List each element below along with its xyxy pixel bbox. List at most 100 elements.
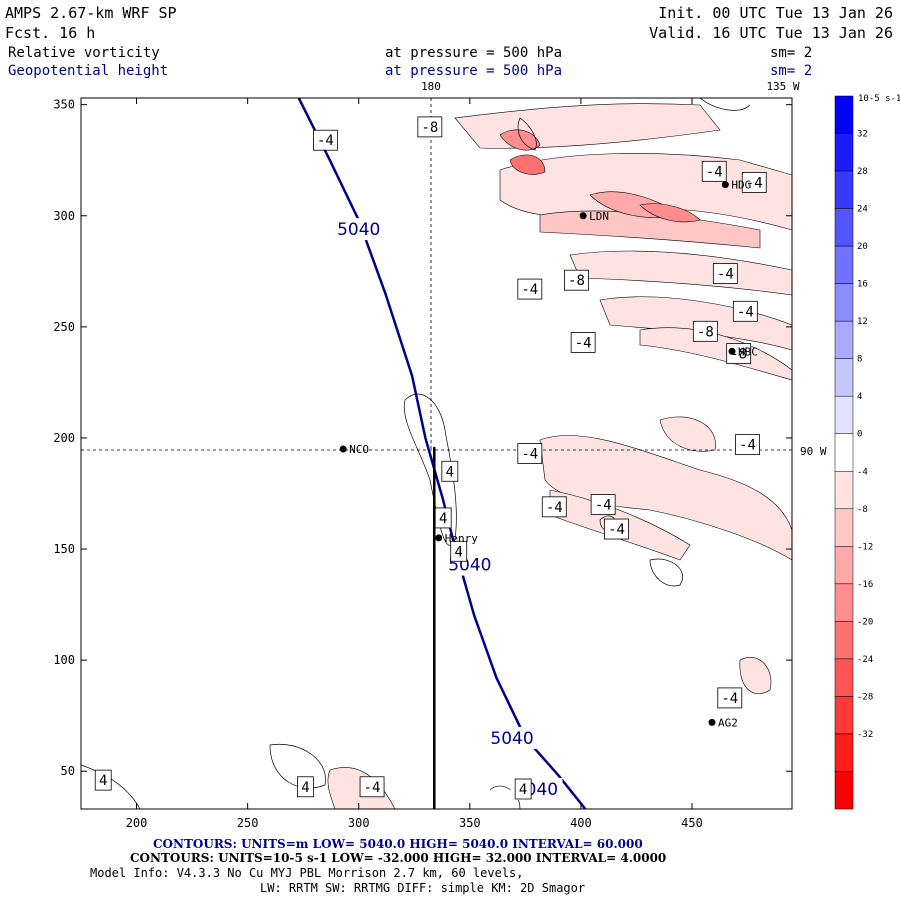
- vorticity-label: -4: [521, 447, 538, 463]
- vorticity-label-box: [514, 778, 532, 800]
- vorticity-label-box: [564, 269, 589, 291]
- vorticity-label: -4: [706, 164, 723, 180]
- vorticity-label: -4: [721, 691, 738, 707]
- station-label: LVT: [645, 83, 665, 96]
- y-tick-label: 100: [53, 653, 75, 667]
- footer-model-info: Model Info: V4.3.3 No Cu MYJ PBL Morriso…: [90, 866, 523, 880]
- vorticity-label: 4: [99, 773, 107, 789]
- colorbar-tick-label: -16: [857, 580, 873, 590]
- colorbar-swatch: [834, 583, 854, 622]
- vorticity-label-box: [441, 460, 459, 482]
- x-tick-label: 350: [459, 816, 481, 830]
- station-label: AG2: [718, 716, 738, 729]
- vorticity-label-box: [741, 172, 767, 193]
- station-marker: [435, 534, 443, 542]
- colorbar-tick-label: 20: [857, 242, 868, 252]
- colorbar-tick-label: 32: [857, 130, 868, 140]
- vorticity-label: 4: [519, 782, 527, 798]
- vorticity-label-box: [735, 434, 760, 456]
- footer-height-contours: CONTOURS: UNITS=m LOW= 5040.0 HIGH= 5040…: [153, 837, 643, 851]
- height-contour-label: 5040: [490, 729, 533, 749]
- vorticity-label: -4: [521, 282, 538, 298]
- vorticity-label-box: [590, 494, 616, 516]
- colorbar-swatch: [834, 95, 854, 134]
- colorbar-swatch: [834, 395, 854, 434]
- vorticity-label: 4: [301, 780, 309, 796]
- colorbar-tick-label: 8: [857, 355, 862, 365]
- colorbar-tick-label: 12: [857, 317, 868, 327]
- field2-smoothing: sm= 2: [770, 63, 812, 79]
- vorticity-label-box: [717, 687, 743, 709]
- colorbar-swatch: [834, 733, 854, 772]
- vorticity-label: -4: [717, 267, 734, 283]
- station-marker: [635, 86, 642, 93]
- colorbar-tick-label: -28: [857, 692, 873, 702]
- footer-vorticity-contours: CONTOURS: UNITS=10-5 s-1 LOW= -32.000 HI…: [130, 851, 666, 865]
- colorbar-tick-label: -12: [857, 542, 873, 552]
- colorbar-tick-label: 24: [857, 205, 868, 215]
- vorticity-label-box: [359, 776, 385, 798]
- field2-level: at pressure = 500 hPa: [385, 63, 562, 79]
- vorticity-label-box: [94, 769, 112, 791]
- height-contour-label: 5040: [337, 220, 380, 240]
- x-tick-label: 450: [681, 816, 703, 830]
- vorticity-label-box: [450, 540, 468, 562]
- colorbar-tick-label: 0: [857, 430, 862, 440]
- y-tick-label: 300: [53, 209, 75, 223]
- colorbar-swatch: [834, 245, 854, 284]
- vorticity-label: -4: [737, 304, 754, 320]
- forecast-hour: Fcst. 16 h: [5, 24, 95, 42]
- x-tick-label: 300: [348, 816, 370, 830]
- vorticity-label: -8: [697, 324, 714, 340]
- vorticity-label: -4: [595, 498, 612, 514]
- vorticity-label: -4: [364, 780, 381, 796]
- colorbar-tick-label: -24: [857, 655, 873, 665]
- colorbar-swatch: [834, 208, 854, 247]
- y-tick-label: 50: [61, 764, 75, 778]
- station-marker: [721, 181, 729, 189]
- contour-label-bg: [486, 726, 539, 749]
- vorticity-label-box: [701, 160, 727, 182]
- station-label: NCO: [349, 443, 369, 456]
- vorticity-label: -4: [317, 133, 334, 149]
- vorticity-label-box: [297, 776, 314, 798]
- vorticity-label-box: [604, 518, 629, 540]
- station-label: Henry: [445, 532, 478, 545]
- y-tick-label: 250: [53, 320, 75, 334]
- vorticity-label-box: [712, 263, 738, 284]
- colorbar-tick-label: 28: [857, 167, 868, 177]
- init-time: Init. 00 UTC Tue 13 Jan 26: [658, 4, 893, 22]
- contour-label-bg: [332, 218, 385, 241]
- station-marker: [728, 347, 736, 355]
- colorbar-swatch: [834, 133, 854, 172]
- vorticity-label-box: [541, 496, 567, 518]
- colorbar-tick-label: 16: [857, 280, 868, 290]
- station-marker: [579, 212, 587, 220]
- lon-135w-label: 135 W: [766, 80, 799, 93]
- y-tick-label: 150: [53, 542, 75, 556]
- vorticity-label: 4: [439, 511, 447, 527]
- colorbar-tick-label: 4: [857, 392, 862, 402]
- vorticity-label: -4: [546, 500, 563, 516]
- colorbar-swatch: [834, 358, 854, 397]
- vorticity-label: -4: [739, 438, 756, 454]
- footer-physics: LW: RRTM SW: RRTMG DIFF: simple KM: 2D S…: [260, 881, 585, 895]
- vorticity-label-box: [517, 443, 543, 464]
- y-tick-label: 350: [53, 98, 75, 112]
- colorbar-swatch: [834, 771, 854, 810]
- field1-name: Relative vorticity: [8, 45, 160, 61]
- plot-frame: [80, 97, 793, 810]
- vorticity-label: -4: [608, 522, 625, 538]
- colorbar-swatch: [834, 471, 854, 510]
- vorticity-label: -8: [421, 120, 438, 136]
- lon-180-label: 180: [421, 80, 441, 93]
- colorbar-swatch: [834, 433, 854, 472]
- station-label: LDN: [589, 210, 609, 223]
- vorticity-label-box: [692, 320, 718, 342]
- vorticity-label-box: [517, 278, 543, 300]
- vorticity-label: -4: [746, 175, 763, 191]
- colorbar-tick-label: -32: [857, 730, 873, 740]
- y-axis-ticks: 50 100 150 200 250 300 350: [53, 98, 792, 778]
- lon-90w-label: 90 W: [800, 445, 827, 458]
